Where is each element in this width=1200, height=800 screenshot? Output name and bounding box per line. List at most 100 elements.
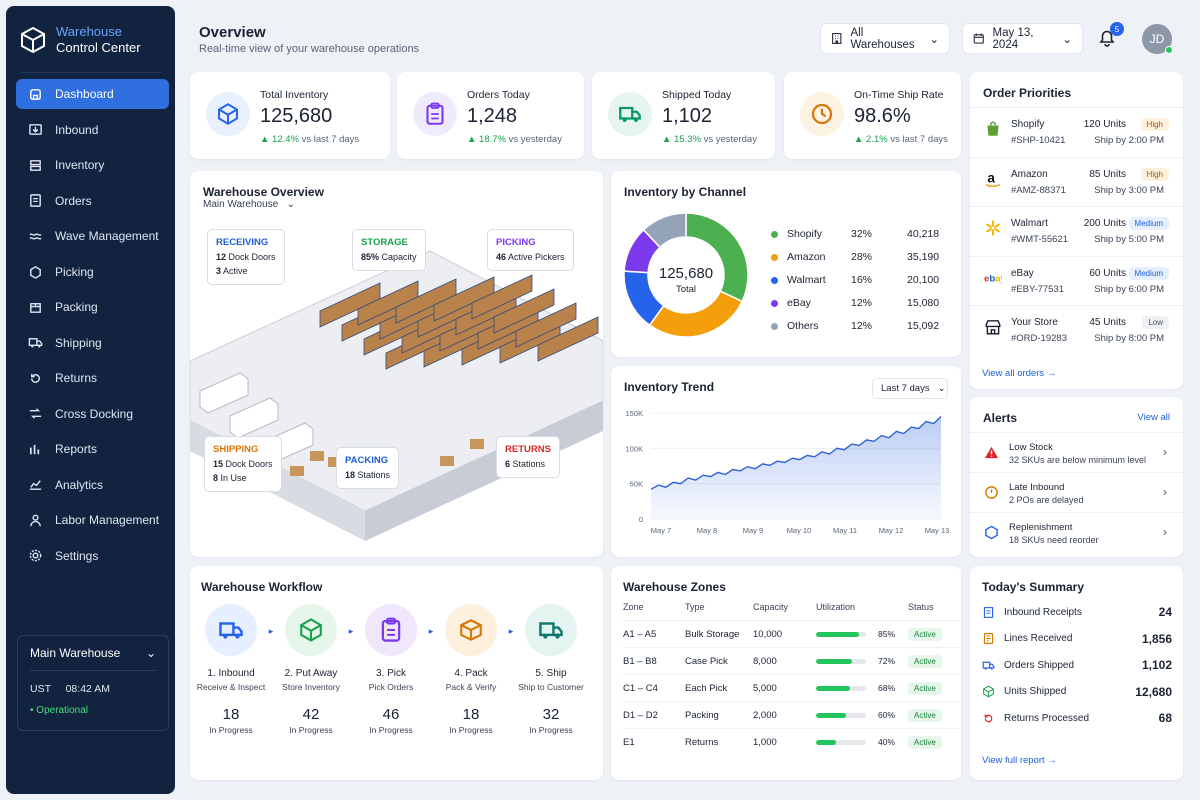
channel-percent: 12% [851, 297, 873, 309]
nav-item-reports[interactable]: Reports [16, 434, 169, 464]
kpi-card-orders-today[interactable]: Orders Today 1,248 ▲ 18.7% vs yesterday [397, 72, 584, 159]
callout-metric-1: 18 [345, 470, 356, 480]
workflow-step[interactable]: 3. Pick Pick Orders 46 In Progress [351, 604, 431, 735]
nav-item-label: Returns [55, 371, 98, 385]
trend-line[interactable] [650, 415, 942, 490]
nav-item-dashboard[interactable]: Dashboard [16, 79, 169, 109]
nav-item-packing[interactable]: Packing [16, 292, 169, 322]
order-row[interactable]: a Amazon #AMZ-88371 85 Units Ship by 3:00 PM… [970, 156, 1183, 207]
summary-label: Inbound Receipts [1004, 606, 1082, 618]
workflow-step[interactable]: 4. Pack Pack & Verify 18 In Progress [431, 604, 511, 735]
truck-icon [982, 661, 995, 670]
truck-icon [219, 622, 243, 639]
kpi-card-total-inventory[interactable]: Total Inventory 125,680 ▲ 12.4% vs last 7 … [190, 72, 390, 159]
channel-legend-row[interactable]: eBay 12% 15,080 [771, 297, 939, 309]
zone-row[interactable]: E1 Returns 1,000 40% Active [623, 728, 963, 755]
zones-table-header: Zone Type Capacity Utilization Status [623, 602, 948, 612]
view-all-orders-link[interactable]: View all orders → [982, 368, 1056, 379]
kpi-label: On-Time Ship Rate [854, 89, 944, 101]
order-row[interactable]: ebay eBay #EBY-77531 60 Units Ship by 6:00 P… [970, 255, 1183, 306]
zone-callout-storage[interactable]: STORAGE 85% Capacity [352, 229, 426, 271]
storage-rack [493, 288, 555, 334]
nav-item-labor-management[interactable]: Labor Management [16, 505, 169, 535]
order-row[interactable]: Shopify #SHP-10421 120 Units Ship by 2:00 P… [970, 107, 1183, 157]
workflow-step-circle [205, 604, 257, 656]
zone-row[interactable]: C1 – C4 Each Pick 5,000 68% Active [623, 674, 963, 701]
nav-item-picking[interactable]: Picking [16, 257, 169, 287]
summary-label: Units Shipped [1004, 686, 1067, 697]
online-status-dot [1165, 46, 1173, 54]
summary-label: Orders Shipped [1004, 659, 1075, 671]
warehouse-logo-icon [21, 26, 45, 54]
trend-range-select[interactable]: Last 7 days ⌄ [872, 378, 948, 399]
zone-callout-returns[interactable]: RETURNS 6 Stations [496, 436, 560, 478]
svg-text:a: a [987, 170, 995, 185]
donut-slice-others[interactable] [642, 212, 687, 249]
zone-callout-packing[interactable]: PACKING 18 Stations [336, 447, 400, 489]
alert-row-replenishment[interactable]: Replenishment 18 SKUs need reorder › [970, 512, 1183, 552]
warehouse-select[interactable]: All Warehouses ⌄ [820, 23, 950, 54]
order-row[interactable]: Your Store #ORD-19283 45 Units Ship by 8:00… [970, 305, 1183, 355]
summary-value: 12,680 [1135, 684, 1172, 699]
nav-item-analytics[interactable]: Analytics [16, 470, 169, 500]
callout-title: RETURNS [505, 444, 551, 455]
chevron-down-icon: ⌄ [1062, 33, 1072, 46]
nav-item-returns[interactable]: Returns [16, 363, 169, 393]
order-row[interactable]: Walmart #WMT-55621 200 Units Ship by 5:00 P… [970, 206, 1183, 256]
order-ship-by: Ship by 2:00 PM [1094, 135, 1164, 146]
zone-type: Packing [685, 709, 719, 721]
avatar[interactable]: JD [1142, 24, 1173, 54]
donut-slice-amazon[interactable] [648, 290, 744, 338]
warehouse-select-value: All Warehouses [850, 26, 915, 51]
nav-item-cross-docking[interactable]: Cross Docking [16, 399, 169, 429]
nav-item-shipping[interactable]: Shipping [16, 328, 169, 358]
brand[interactable]: Warehouse Control Center [20, 24, 141, 56]
gear-icon [29, 549, 42, 562]
truck-icon [619, 106, 641, 122]
order-id: #AMZ-88371 [1011, 184, 1066, 196]
amazon-icon: a [985, 170, 1001, 187]
callout-metric-1: 6 [505, 459, 511, 469]
callout-metric-2: 3 [216, 266, 222, 276]
date-picker[interactable]: May 13, 2024 ⌄ [962, 23, 1083, 54]
workflow-step[interactable]: 1. Inbound Receive & Inspect 18 In Progress [191, 604, 271, 735]
workflow-step[interactable]: 5. Ship Ship to Customer 32 In Progress [511, 604, 591, 735]
zone-callout-shipping[interactable]: SHIPPING 15 Dock Doors 8 In Use [204, 436, 282, 492]
nav-item-wave-management[interactable]: Wave Management [16, 221, 169, 251]
alerts-view-all-link[interactable]: View all [1137, 412, 1170, 423]
view-full-report-link[interactable]: View full report → [982, 755, 1057, 766]
arrow-up-icon: ▲ [467, 134, 480, 145]
channel-legend-row[interactable]: Shopify 32% 40,218 [771, 228, 939, 240]
alert-row-late-inbound[interactable]: Late Inbound 2 POs are delayed › [970, 472, 1183, 512]
workflow-step-status: In Progress [369, 725, 413, 735]
kpi-card-on-time-ship-rate[interactable]: On-Time Ship Rate 98.6% ▲ 2.1% vs last 7 d… [784, 72, 961, 159]
callout-title: SHIPPING [213, 444, 259, 455]
nav-item-inbound[interactable]: Inbound [16, 115, 169, 145]
priority-badge: High [1140, 167, 1169, 181]
zone-capacity: 1,000 [753, 736, 777, 748]
nav-item-label: Wave Management [55, 229, 159, 243]
zone-callout-receiving[interactable]: RECEIVING 12 Dock Doors 3 Active [207, 229, 285, 285]
workflow-step[interactable]: 2. Put Away Store Inventory 42 In Progress [271, 604, 351, 735]
zone-callout-picking[interactable]: PICKING 46 Active Pickers [487, 229, 574, 271]
channel-legend-row[interactable]: Others 12% 15,092 [771, 320, 939, 332]
zones-column-header: Status [908, 602, 934, 612]
alert-description: 2 POs are delayed [1009, 495, 1084, 505]
svg-text:ebay: ebay [984, 273, 1002, 284]
priority-badge: Medium [1128, 266, 1169, 280]
nav-item-inventory[interactable]: Inventory [16, 150, 169, 180]
nav-item-settings[interactable]: Settings [16, 541, 169, 571]
notifications-button[interactable]: 5 [1097, 22, 1124, 50]
zone-row[interactable]: B1 – B8 Case Pick 8,000 72% Active [623, 647, 963, 674]
channel-legend-row[interactable]: Amazon 28% 35,190 [771, 251, 939, 263]
channel-legend-row[interactable]: Walmart 16% 20,100 [771, 274, 939, 286]
warehouse-overview-selector[interactable]: Main Warehouse ⌄ [203, 199, 295, 210]
zone-row[interactable]: D1 – D2 Packing 2,000 60% Active [623, 701, 963, 728]
zone-row[interactable]: A1 – A5 Bulk Storage 10,000 85% Active [623, 620, 963, 647]
nav-item-orders[interactable]: Orders [16, 186, 169, 216]
zone-type: Case Pick [685, 655, 728, 667]
kpi-card-shipped-today[interactable]: Shipped Today 1,102 ▲ 15.3% vs yesterday [592, 72, 775, 159]
alert-row-low-stock[interactable]: Low Stock 32 SKUs are below minimum level… [970, 432, 1183, 472]
warehouse-switcher[interactable]: Main Warehouse ⌄ [30, 646, 156, 671]
callout-metric-2-label: In Use [220, 473, 247, 483]
